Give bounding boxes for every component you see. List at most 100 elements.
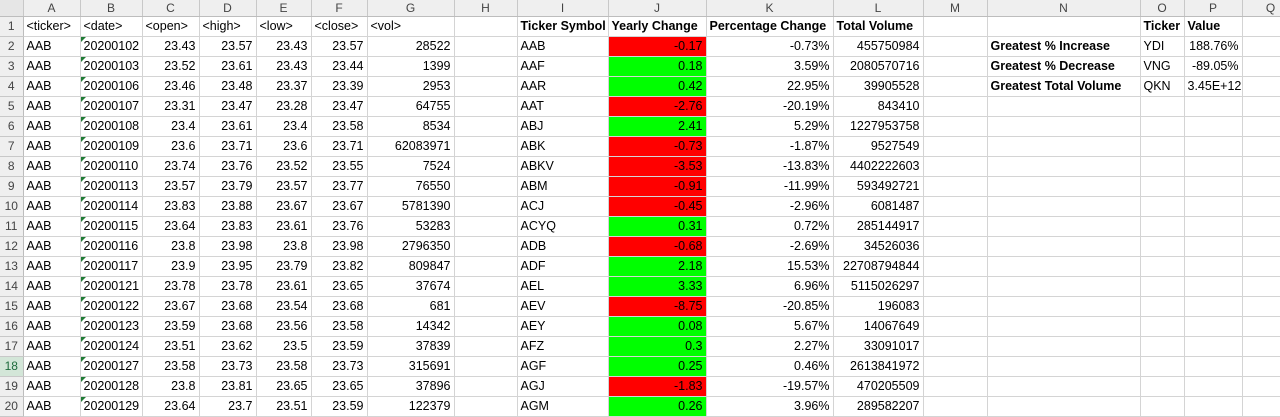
cell[interactable]: 23.81 [199, 376, 257, 397]
cell[interactable]: 7524 [367, 156, 455, 177]
cell[interactable]: VNG [1140, 56, 1185, 77]
cell[interactable]: AAB [23, 196, 81, 217]
cell[interactable]: <date> [80, 16, 143, 37]
cell[interactable]: 20200103 [80, 56, 143, 77]
cell[interactable] [1140, 336, 1185, 357]
cell[interactable]: -0.45 [608, 196, 707, 217]
cell[interactable] [454, 336, 518, 357]
cell[interactable]: AAB [23, 296, 81, 317]
cell[interactable] [454, 236, 518, 257]
column-header-h[interactable]: H [454, 0, 518, 17]
cell[interactable]: 23.56 [256, 316, 312, 337]
cell[interactable]: AAB [23, 276, 81, 297]
cell[interactable] [987, 276, 1141, 297]
cell[interactable]: -8.75 [608, 296, 707, 317]
cell[interactable]: 0.3 [608, 336, 707, 357]
cell[interactable]: 23.57 [256, 176, 312, 197]
cell[interactable]: AAB [23, 356, 81, 377]
cell[interactable]: 37839 [367, 336, 455, 357]
cell[interactable]: 37896 [367, 376, 455, 397]
cell[interactable]: 23.77 [311, 176, 368, 197]
cell[interactable]: 843410 [833, 96, 924, 117]
cell[interactable]: 23.47 [199, 96, 257, 117]
cell[interactable]: 23.82 [311, 256, 368, 277]
cell[interactable]: ABJ [517, 116, 609, 137]
cell[interactable]: Value [1184, 16, 1243, 37]
cell[interactable]: 20200129 [80, 396, 143, 417]
cell[interactable] [454, 16, 518, 37]
cell[interactable]: 470205509 [833, 376, 924, 397]
row-header[interactable]: 11 [0, 216, 24, 237]
cell[interactable] [454, 176, 518, 197]
cell[interactable] [1242, 176, 1280, 197]
cell[interactable]: 20200109 [80, 136, 143, 157]
cell[interactable]: 23.57 [142, 176, 200, 197]
cell[interactable]: Greatest % Decrease [987, 56, 1141, 77]
cell[interactable]: 23.95 [199, 256, 257, 277]
cell[interactable]: QKN [1140, 76, 1185, 97]
cell[interactable]: 285144917 [833, 216, 924, 237]
cell[interactable]: 2796350 [367, 236, 455, 257]
cell[interactable]: 23.61 [199, 56, 257, 77]
cell[interactable]: -2.96% [706, 196, 834, 217]
row-header[interactable]: 18 [0, 356, 24, 377]
column-header-f[interactable]: F [311, 0, 368, 17]
cell[interactable]: 23.73 [311, 356, 368, 377]
cell[interactable]: 23.43 [142, 36, 200, 57]
cell[interactable]: 23.59 [311, 396, 368, 417]
cell[interactable] [923, 116, 988, 137]
cell[interactable]: 23.64 [142, 396, 200, 417]
cell[interactable]: Ticker Symbol [517, 16, 609, 37]
cell[interactable] [987, 396, 1141, 417]
cell[interactable]: 23.55 [311, 156, 368, 177]
cell[interactable]: 23.44 [311, 56, 368, 77]
row-header[interactable]: 13 [0, 256, 24, 277]
cell[interactable]: 20200122 [80, 296, 143, 317]
cell[interactable]: 2953 [367, 76, 455, 97]
cell[interactable] [454, 96, 518, 117]
cell[interactable]: 23.68 [199, 296, 257, 317]
cell[interactable]: 5.67% [706, 316, 834, 337]
cell[interactable]: 14067649 [833, 316, 924, 337]
row-header[interactable]: 1 [0, 16, 24, 37]
cell[interactable]: AGF [517, 356, 609, 377]
cell[interactable]: 3.59% [706, 56, 834, 77]
cell[interactable] [454, 156, 518, 177]
cell[interactable]: ABK [517, 136, 609, 157]
cell[interactable]: Total Volume [833, 16, 924, 37]
cell[interactable]: 23.46 [142, 76, 200, 97]
cell[interactable]: 3.96% [706, 396, 834, 417]
cell[interactable]: 3.45E+12 [1184, 76, 1243, 97]
column-header-k[interactable]: K [706, 0, 834, 17]
cell[interactable]: 20200102 [80, 36, 143, 57]
cell[interactable]: AEY [517, 316, 609, 337]
cell[interactable]: 20200106 [80, 76, 143, 97]
cell[interactable]: AAB [23, 56, 81, 77]
cell[interactable]: AAB [23, 316, 81, 337]
cell[interactable]: 23.73 [199, 356, 257, 377]
cell[interactable]: 23.51 [256, 396, 312, 417]
cell[interactable]: 23.8 [142, 236, 200, 257]
cell[interactable] [1184, 176, 1243, 197]
cell[interactable]: -0.73 [608, 136, 707, 157]
cell[interactable] [1242, 276, 1280, 297]
cell[interactable] [987, 96, 1141, 117]
row-header[interactable]: 20 [0, 396, 24, 417]
cell[interactable]: AAB [23, 376, 81, 397]
cell[interactable]: AFZ [517, 336, 609, 357]
cell[interactable]: 23.98 [199, 236, 257, 257]
cell[interactable] [1242, 356, 1280, 377]
cell[interactable] [1184, 116, 1243, 137]
cell[interactable] [1242, 76, 1280, 97]
row-header[interactable]: 4 [0, 76, 24, 97]
cell[interactable] [1184, 316, 1243, 337]
cell[interactable]: <vol> [367, 16, 455, 37]
cell[interactable] [1242, 116, 1280, 137]
cell[interactable]: 0.08 [608, 316, 707, 337]
cell[interactable] [923, 136, 988, 157]
cell[interactable]: 23.65 [256, 376, 312, 397]
cell[interactable]: 22708794844 [833, 256, 924, 277]
cell[interactable]: 315691 [367, 356, 455, 377]
column-header-q[interactable]: Q [1242, 0, 1280, 17]
cell[interactable]: ABM [517, 176, 609, 197]
